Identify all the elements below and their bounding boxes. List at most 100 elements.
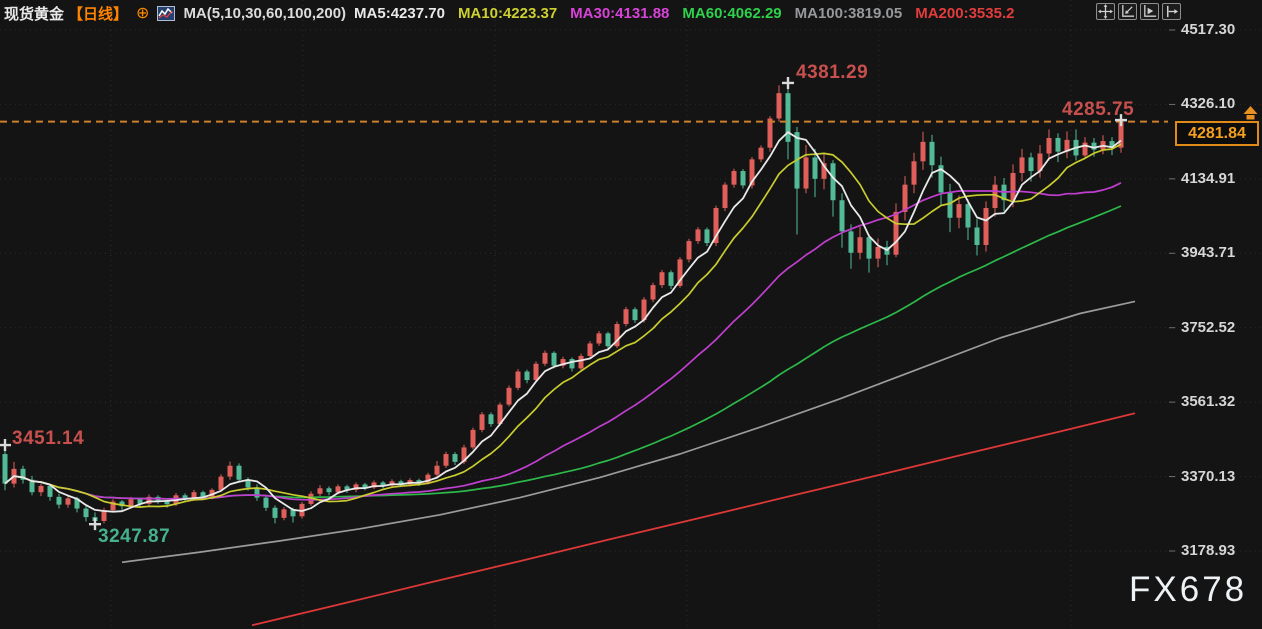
add-indicator-icon[interactable]: ⊕	[136, 4, 150, 22]
candle-body	[731, 171, 737, 185]
candle-body	[326, 488, 332, 493]
candle-body	[1037, 153, 1043, 172]
candle-body	[569, 359, 575, 369]
auto-scroll-button[interactable]	[1140, 3, 1159, 20]
ma-settings-label[interactable]: MA(5,10,30,60,100,200)	[183, 5, 347, 22]
candle-body	[650, 285, 656, 300]
candle-body	[1118, 121, 1124, 148]
candle-body	[317, 488, 323, 494]
candle-body	[614, 324, 620, 347]
candle-body	[785, 93, 791, 142]
candle-body	[281, 509, 287, 518]
candle-body	[38, 485, 44, 493]
ma-values: MA5:4237.70 MA10:4223.37 MA30:4131.88 MA60:…	[354, 5, 1014, 22]
candle-body	[983, 208, 989, 245]
candle-body	[722, 184, 728, 209]
candle-body	[965, 204, 971, 228]
axis-price-label: 4134.91	[1181, 169, 1236, 187]
candle-body	[20, 468, 26, 480]
candle-body	[920, 141, 926, 162]
jump-to-latest-button[interactable]	[1162, 3, 1181, 20]
candle-body	[479, 414, 485, 430]
candle-body	[272, 507, 278, 518]
ma5-line	[4, 131, 1122, 513]
candle-body	[668, 272, 674, 286]
ma10-line	[4, 143, 1122, 508]
candle-body	[164, 500, 170, 505]
candle-body	[245, 479, 251, 488]
candle-body	[704, 229, 710, 244]
price-up-arrow-icon	[1242, 106, 1259, 126]
candle-body	[56, 496, 62, 505]
pan-crosshair-button[interactable]	[1096, 3, 1115, 20]
candle-body	[1055, 137, 1061, 152]
candle-body	[398, 481, 404, 485]
candle-body	[803, 157, 809, 189]
ma-value-label: MA5:4237.70	[354, 5, 445, 22]
chart-header: 现货黄金 【日线】 ⊕ MA(5,10,30,60,100,200) MA5:4…	[4, 3, 1014, 24]
candle-body	[290, 509, 296, 517]
candle-body	[812, 157, 818, 179]
candle-body	[434, 465, 440, 475]
candle-body	[452, 454, 458, 462]
candle-body	[596, 333, 602, 344]
axis-price-label: 3561.32	[1181, 393, 1236, 411]
ma-value-label: MA10:4223.37	[457, 5, 558, 22]
candle-body	[236, 465, 242, 480]
candle-body	[1091, 142, 1097, 150]
candle-body	[191, 492, 197, 499]
candle-body	[542, 352, 548, 364]
candle-body	[461, 447, 467, 462]
candle-body	[1109, 141, 1115, 148]
candle-body	[110, 501, 116, 511]
candle-body	[830, 163, 836, 201]
candle-body	[686, 241, 692, 260]
candle-body	[65, 498, 71, 505]
candle-body	[659, 272, 665, 286]
candle-body	[875, 246, 881, 259]
candle-body	[1064, 139, 1070, 152]
candle-body	[821, 163, 827, 179]
candle-body	[137, 499, 143, 504]
candle-body	[1082, 142, 1088, 156]
axis-price-label: 3178.93	[1181, 542, 1236, 559]
pan-crosshair-icon	[1098, 4, 1113, 19]
zoom-to-left-button[interactable]	[1118, 3, 1137, 20]
candle-body	[893, 211, 899, 255]
candle-body	[938, 165, 944, 193]
candle-body	[524, 371, 530, 381]
candle-body	[749, 159, 755, 186]
cross-marker	[1115, 114, 1127, 127]
candle-body	[515, 371, 521, 388]
candle-body	[209, 489, 215, 497]
candle-body	[578, 355, 584, 369]
candle-body	[443, 454, 449, 466]
candle-body	[992, 184, 998, 209]
ma-value-label: MA30:4131.88	[570, 5, 670, 22]
candle-body	[623, 309, 629, 325]
indicator-badge-icon[interactable]	[157, 6, 176, 21]
watermark: FX678	[1129, 570, 1248, 609]
candle-body	[911, 161, 917, 185]
axis-price-label: 4517.30	[1181, 21, 1236, 38]
axis-price-label: 3752.52	[1181, 318, 1236, 336]
candle-body	[2, 454, 8, 484]
period-label: 【日线】	[68, 6, 129, 23]
candle-body	[857, 237, 863, 253]
candle-body	[83, 508, 89, 518]
ma-value-label: MA100:3819.05	[794, 5, 903, 22]
candle-body	[200, 492, 206, 497]
ma-value-label: MA200:3535.2	[915, 5, 1015, 22]
cross-marker	[782, 76, 794, 89]
candle-body	[74, 498, 80, 509]
candle-body	[335, 486, 341, 493]
candle-body	[254, 487, 260, 498]
chart-toolbar	[1096, 3, 1181, 20]
candle-body	[605, 333, 611, 347]
candle-body	[29, 479, 35, 493]
candle-body	[776, 93, 782, 119]
candle-body	[344, 486, 350, 490]
candle-body	[866, 237, 872, 259]
jump-to-latest-icon	[1167, 5, 1179, 18]
